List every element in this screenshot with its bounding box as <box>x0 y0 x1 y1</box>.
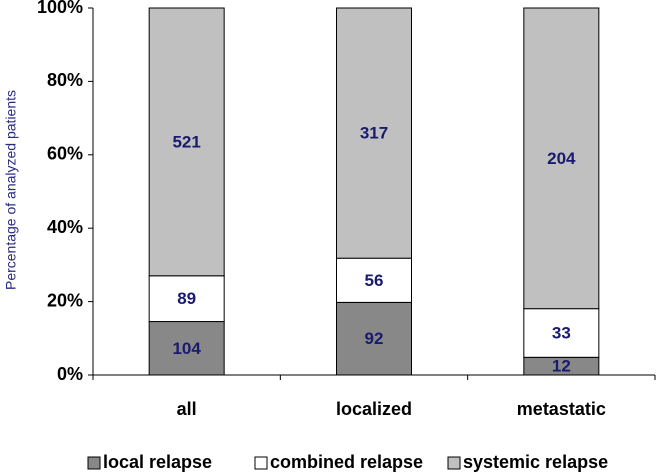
data-label: 89 <box>177 289 196 308</box>
x-tick-label: localized <box>336 399 412 419</box>
bar-segment <box>336 257 412 303</box>
data-label: 92 <box>365 329 384 348</box>
y-tick-label: 40% <box>47 217 83 237</box>
data-label: 317 <box>360 124 388 143</box>
data-label: 33 <box>552 323 571 342</box>
bar-segment <box>336 7 412 259</box>
bar-segment <box>523 7 600 310</box>
data-label: 521 <box>172 132 200 151</box>
bar-segment <box>148 7 225 277</box>
legend-swatch <box>254 456 268 470</box>
y-tick-label: 80% <box>47 70 83 90</box>
legend-swatch <box>87 456 101 470</box>
legend-label: systemic relapse <box>463 452 608 472</box>
legend-label: local relapse <box>103 452 212 472</box>
y-axis-label: Percentage of analyzed patients <box>3 90 19 290</box>
data-label: 56 <box>365 271 384 290</box>
bar-segment <box>148 321 225 376</box>
x-tick-label: metastatic <box>517 399 606 419</box>
data-label: 104 <box>172 339 201 358</box>
data-label: 12 <box>552 357 571 376</box>
legend-label: combined relapse <box>270 452 423 472</box>
legend-swatch <box>447 456 461 470</box>
y-tick-label: 20% <box>47 290 83 310</box>
x-tick-label: all <box>177 399 197 419</box>
y-tick-label: 0% <box>57 364 83 384</box>
y-tick-label: 60% <box>47 144 83 164</box>
data-label: 204 <box>547 149 576 168</box>
y-tick-label: 100% <box>37 0 83 17</box>
